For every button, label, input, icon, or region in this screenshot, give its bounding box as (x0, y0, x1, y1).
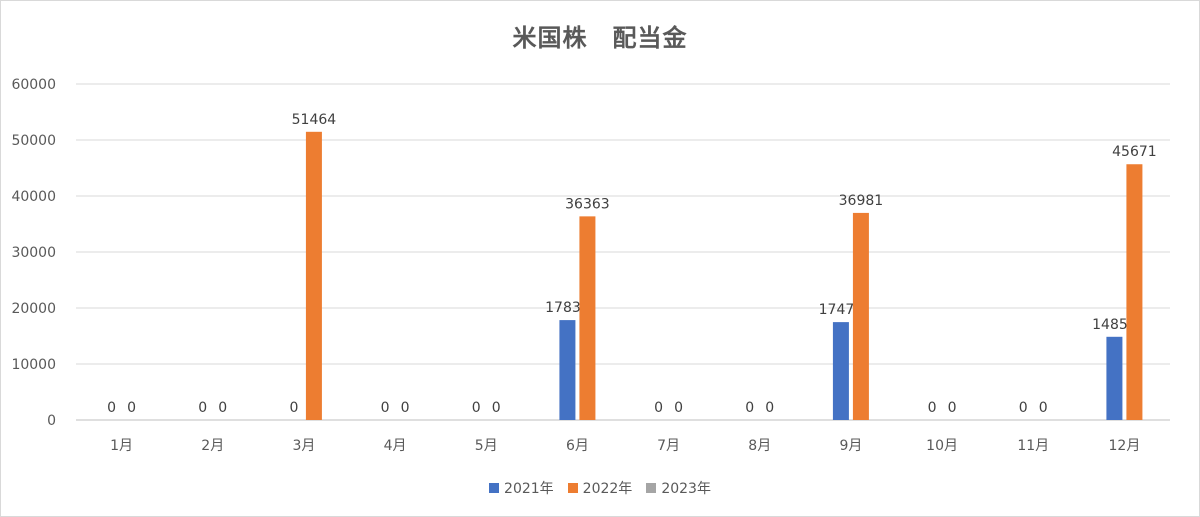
x-tick-label: 10月 (926, 438, 958, 454)
data-label: 0 (928, 400, 937, 416)
y-tick-label: 30000 (11, 245, 56, 261)
legend-swatch (489, 483, 500, 493)
bar (1126, 164, 1143, 420)
legend-label: 2023年 (661, 481, 711, 497)
x-tick-label: 6月 (566, 438, 589, 454)
x-tick-label: 3月 (292, 438, 315, 454)
data-label: 36981 (839, 193, 884, 209)
data-label: 0 (1019, 400, 1028, 416)
legend-swatch (567, 483, 578, 493)
legend-item: 2023年 (646, 478, 711, 498)
data-label: 0 (745, 400, 754, 416)
x-tick-label: 1月 (110, 438, 133, 454)
y-tick-label: 10000 (11, 357, 56, 373)
bar (559, 320, 576, 420)
x-tick-label: 7月 (657, 438, 680, 454)
data-label: 0 (289, 400, 298, 416)
data-label: 17839 (545, 300, 590, 316)
data-label: 0 (218, 400, 227, 416)
data-label: 0 (765, 400, 774, 416)
data-label: 36363 (565, 196, 610, 212)
data-label: 0 (1039, 400, 1048, 416)
legend-label: 2022年 (582, 481, 633, 497)
y-tick-label: 20000 (11, 301, 56, 317)
x-tick-label: 2月 (201, 438, 224, 454)
data-label: 0 (654, 400, 663, 416)
bar (832, 322, 849, 420)
legend-swatch (646, 483, 657, 493)
bar (1106, 336, 1123, 420)
bar (852, 212, 869, 420)
data-label: 0 (381, 400, 390, 416)
data-label: 51464 (292, 112, 337, 128)
data-label: 45671 (1112, 144, 1157, 160)
data-label: 17479 (819, 302, 864, 318)
y-tick-label: 40000 (11, 189, 56, 205)
y-tick-label: 60000 (11, 77, 56, 93)
bar (305, 131, 322, 420)
x-tick-label: 9月 (839, 438, 862, 454)
data-label: 0 (492, 400, 501, 416)
x-tick-label: 4月 (384, 438, 407, 454)
x-tick-label: 8月 (748, 438, 771, 454)
x-tick-label: 12月 (1109, 438, 1141, 454)
data-label: 0 (127, 400, 136, 416)
data-label: 0 (107, 400, 116, 416)
data-label: 0 (472, 400, 481, 416)
legend: 2021年 2022年 2023年 (0, 478, 1200, 498)
y-tick-label: 50000 (11, 133, 56, 149)
x-tick-label: 11月 (1017, 438, 1049, 454)
data-label: 14857 (1092, 317, 1137, 333)
legend-label: 2021年 (504, 481, 554, 497)
data-label: 0 (674, 400, 683, 416)
y-tick-label: 0 (47, 413, 56, 429)
x-tick-label: 5月 (475, 438, 498, 454)
data-label: 0 (401, 400, 410, 416)
legend-item: 2021年 (489, 478, 554, 498)
bar (579, 216, 596, 420)
chart-title: 米国株 配当金 (512, 24, 688, 52)
data-label: 0 (948, 400, 957, 416)
legend-item: 2022年 (567, 478, 633, 498)
data-label: 0 (198, 400, 207, 416)
